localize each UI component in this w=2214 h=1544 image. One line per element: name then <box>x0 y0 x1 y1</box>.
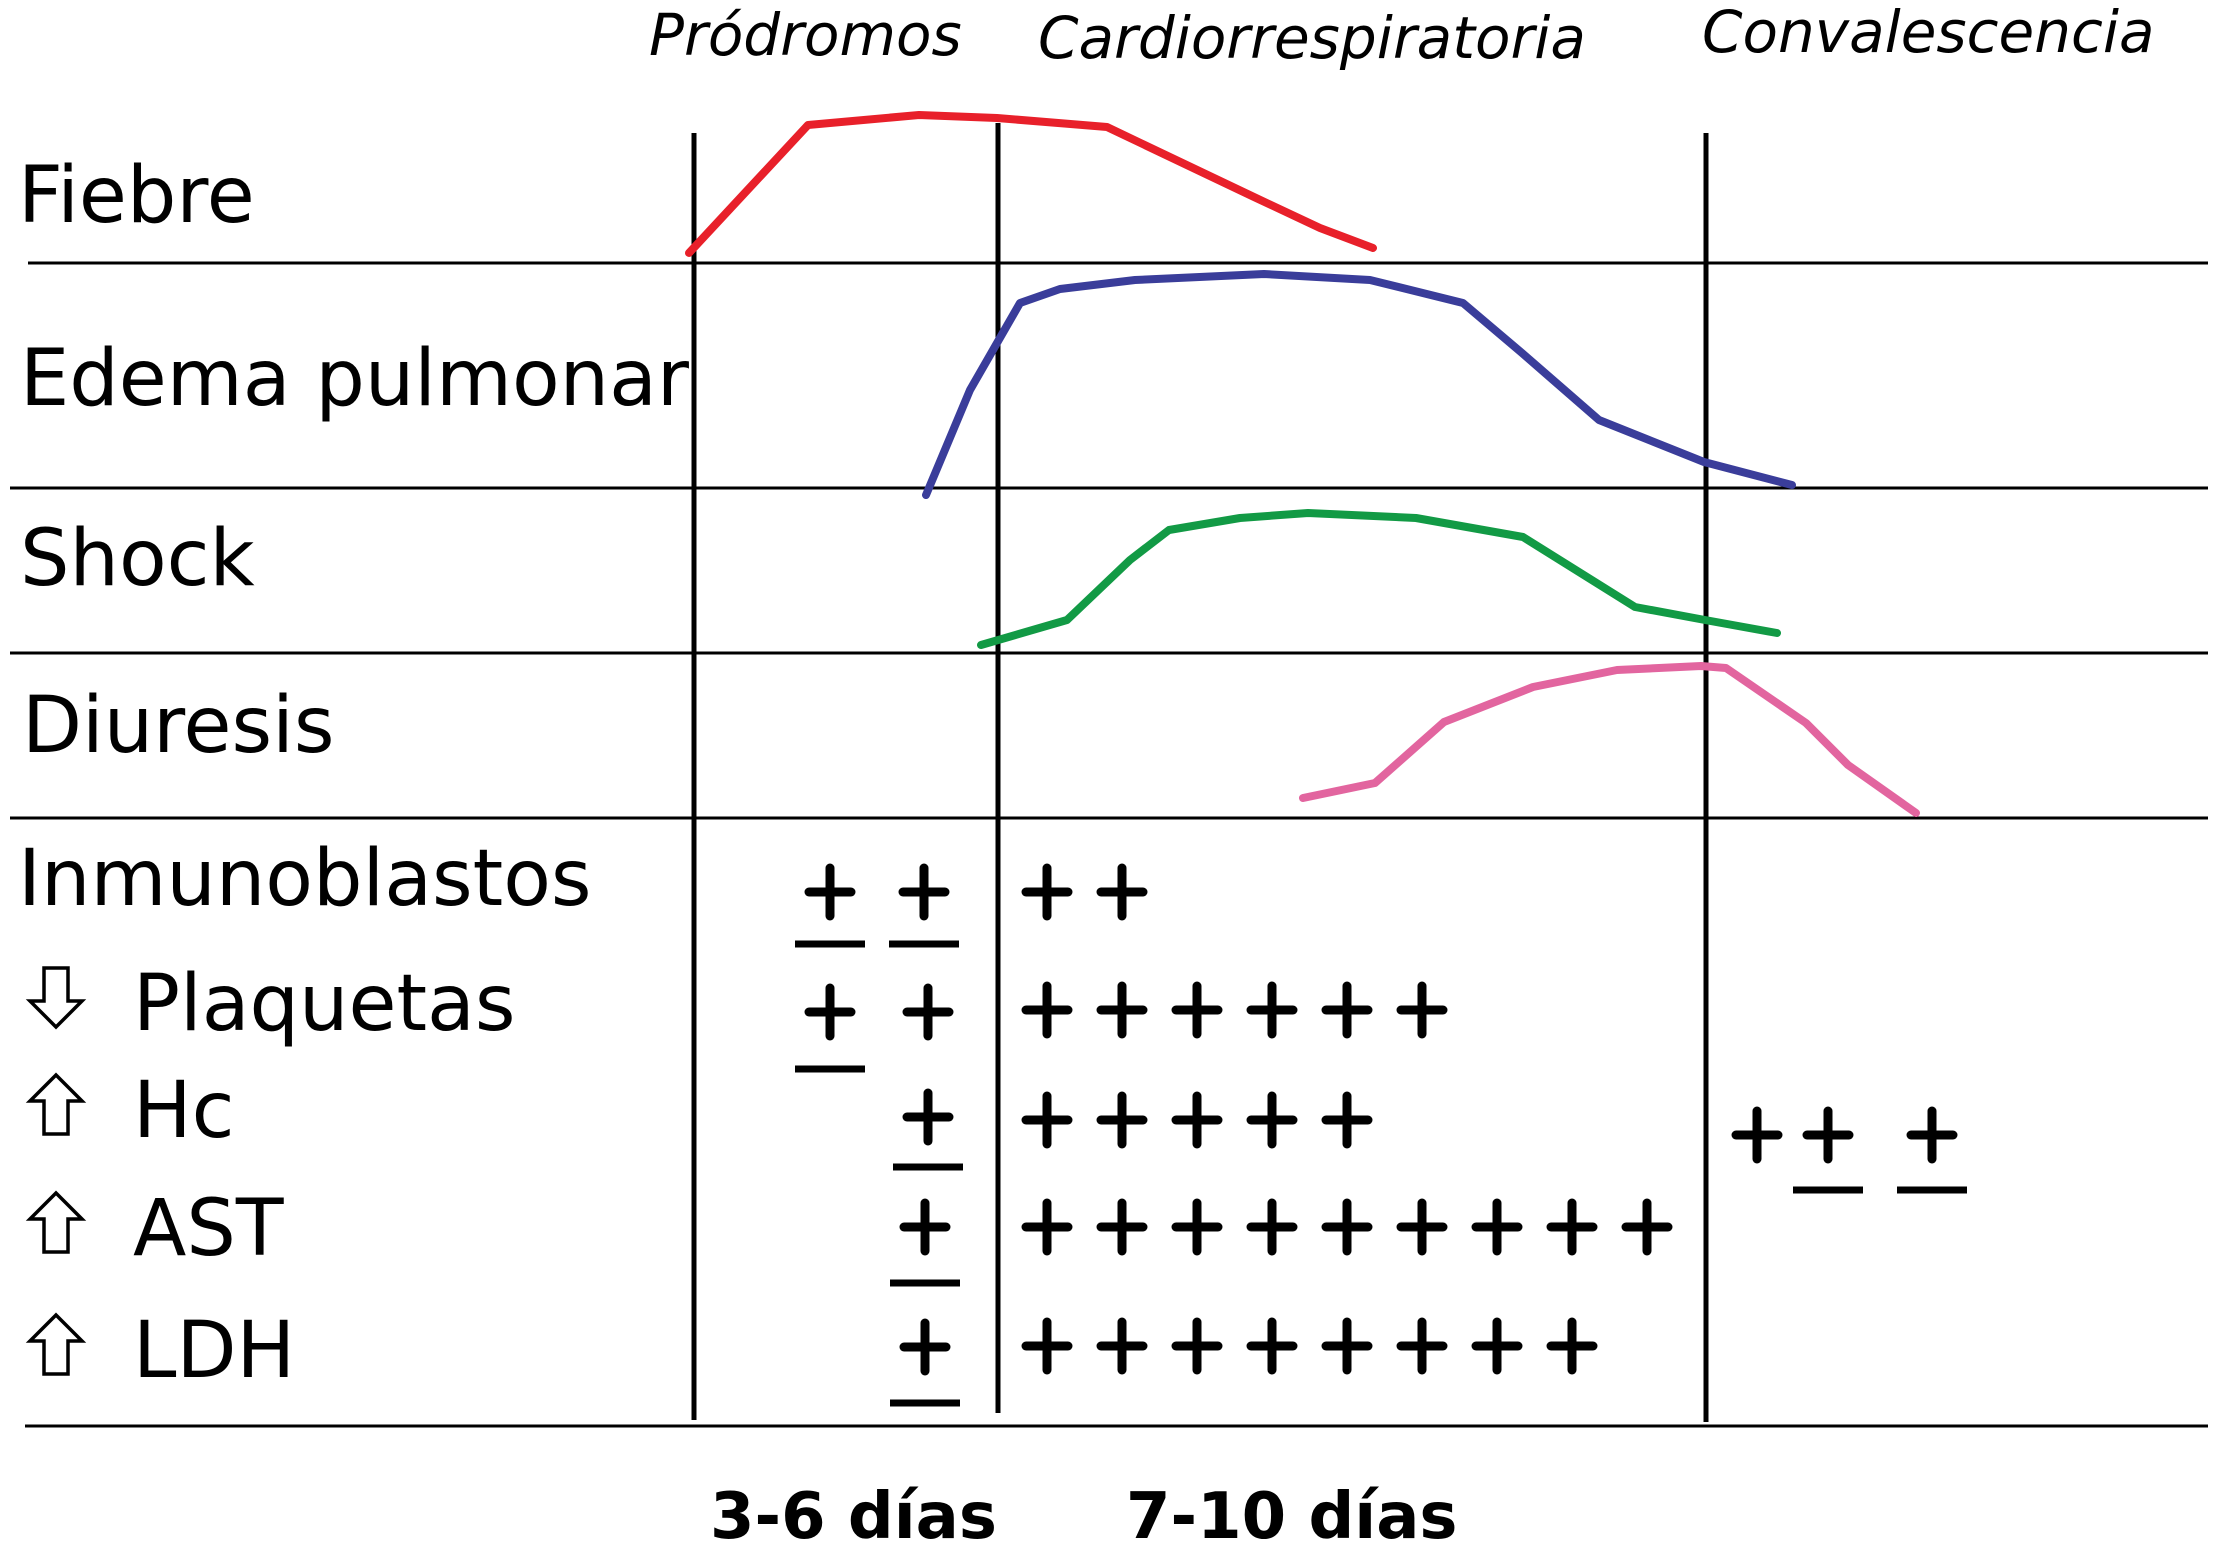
shock-curve <box>977 509 1781 649</box>
plus-icon <box>1471 1317 1523 1375</box>
plus-icon <box>1621 1198 1673 1256</box>
plus-icon <box>1096 1091 1148 1149</box>
edema-pulmonar-curve <box>922 270 1796 499</box>
row-label: Diuresis <box>22 681 334 771</box>
duration-label: 3-6 días <box>710 1480 997 1544</box>
arrow-up-icon <box>25 1312 87 1376</box>
plus-icon <box>898 863 950 921</box>
phase-header: Cardiorrespiratoria <box>1038 4 1586 72</box>
fiebre-curve <box>685 111 1377 257</box>
arrow-up-icon <box>25 1190 87 1254</box>
plus-icon <box>1021 863 1073 921</box>
lab-markers <box>795 863 1967 1407</box>
lab-row-label: Plaquetas <box>133 959 515 1049</box>
row-label: Edema pulmonar <box>20 334 690 424</box>
symptom-curves <box>685 111 1920 817</box>
plus-icon <box>1396 981 1448 1039</box>
plus-icon <box>1096 1198 1148 1256</box>
row-label: Fiebre <box>18 151 255 241</box>
plus-icon <box>1246 981 1298 1039</box>
plus-icon <box>1471 1198 1523 1256</box>
arrow-down-icon <box>25 966 87 1030</box>
plus-icon <box>1171 1198 1223 1256</box>
plus-icon <box>804 863 856 921</box>
plus-icon <box>1246 1317 1298 1375</box>
plus-icon <box>1021 1317 1073 1375</box>
plus-icon <box>1546 1317 1598 1375</box>
plus-icon <box>1396 1317 1448 1375</box>
lab-row-label: LDH <box>133 1306 295 1396</box>
plus-icon <box>1321 1317 1373 1375</box>
duration-label: 7-10 días <box>1126 1480 1457 1544</box>
plus-icon <box>1802 1106 1854 1164</box>
plus-icon <box>1171 981 1223 1039</box>
arrow-up-icon <box>25 1072 87 1136</box>
lab-labels: Inmunoblastos Plaquetas Hc AST LDH <box>18 834 592 1396</box>
plus-icon <box>1021 1091 1073 1149</box>
row-label: Shock <box>20 514 255 604</box>
plus-icon <box>1396 1198 1448 1256</box>
plus-icon <box>1321 1198 1373 1256</box>
lab-row-label: Hc <box>133 1066 235 1156</box>
plus-icon <box>804 983 856 1041</box>
plus-icon <box>1096 863 1148 921</box>
plus-icon <box>1096 981 1148 1039</box>
plus-icon <box>1246 1198 1298 1256</box>
plus-icon <box>1546 1198 1598 1256</box>
phase-header: Pródromos <box>649 1 962 69</box>
plus-icon <box>902 1088 954 1146</box>
plus-icon <box>1321 981 1373 1039</box>
lab-row-label: AST <box>133 1184 284 1274</box>
plus-icon <box>1096 1317 1148 1375</box>
plus-icon <box>899 1318 951 1376</box>
plus-icon <box>1906 1106 1958 1164</box>
row-labels: Fiebre Edema pulmonar Shock Diuresis <box>18 151 690 771</box>
plus-icon <box>1171 1317 1223 1375</box>
plus-icon <box>1021 1198 1073 1256</box>
plus-icon <box>1321 1091 1373 1149</box>
lab-row-label: Inmunoblastos <box>18 834 592 924</box>
diuresis-curve <box>1299 662 1920 817</box>
plus-icon <box>1171 1091 1223 1149</box>
phase-headers: Pródromos Cardiorrespiratoria Convalescenc… <box>649 0 2155 72</box>
plus-icon <box>899 1198 951 1256</box>
plus-icon <box>1246 1091 1298 1149</box>
duration-labels: 3-6 días 7-10 días <box>710 1480 1457 1544</box>
plus-icon <box>902 983 954 1041</box>
plus-icon <box>1731 1106 1783 1164</box>
plus-icon <box>1021 981 1073 1039</box>
phase-header: Convalescencia <box>1702 0 2155 66</box>
